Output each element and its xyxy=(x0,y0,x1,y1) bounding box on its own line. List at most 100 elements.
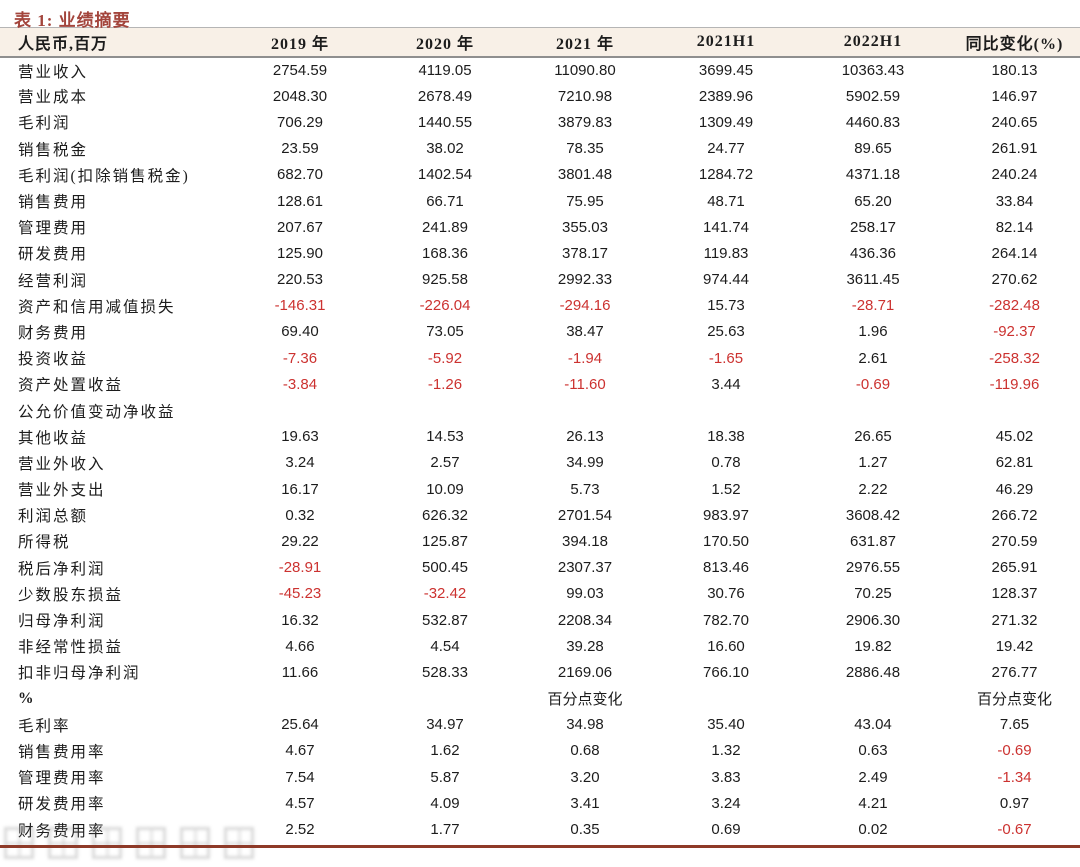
value-cell: 706.29 xyxy=(277,113,323,131)
table-row: 非经常性损益 4.66 4.54 39.28 16.60 19.82 19.42 xyxy=(0,633,1080,659)
value-cell: 258.17 xyxy=(850,218,896,236)
value-cell: 220.53 xyxy=(277,271,323,289)
value-cell: 0.63 xyxy=(858,742,888,760)
value-cell: 261.91 xyxy=(991,140,1038,158)
value-cell: 7.65 xyxy=(999,716,1030,734)
value-cell: 119.83 xyxy=(703,244,749,262)
value-cell: 78.35 xyxy=(566,140,604,158)
value-cell: -5.92 xyxy=(427,349,463,367)
value-cell: 2.49 xyxy=(858,768,888,786)
value-cell: 168.36 xyxy=(422,244,468,262)
row-label: 其他收益 xyxy=(18,429,89,447)
value-cell xyxy=(375,397,515,423)
column-header: 2021H1 xyxy=(696,33,756,50)
value-cell: 11090.80 xyxy=(554,62,616,80)
value-cell: 766.10 xyxy=(703,663,749,681)
value-cell: 1.96 xyxy=(858,323,888,341)
value-cell: 百分点变化 xyxy=(976,691,1052,709)
value-cell: 18.38 xyxy=(707,428,745,446)
table-row: 销售费用率 4.67 1.62 0.68 1.32 0.63 -0.69 xyxy=(0,738,1080,764)
value-cell xyxy=(515,397,655,423)
value-cell: 73.05 xyxy=(426,323,464,341)
value-cell: 528.33 xyxy=(422,663,468,681)
value-cell: 34.97 xyxy=(426,716,464,734)
value-cell: 百分点变化 xyxy=(547,691,623,709)
value-cell: 0.68 xyxy=(570,742,600,760)
value-cell: -45.23 xyxy=(278,585,322,603)
value-cell xyxy=(375,686,515,712)
value-cell: 10.09 xyxy=(426,480,464,498)
table-row: 扣非归母净利润 11.66 528.33 2169.06 766.10 2886.48 27… xyxy=(0,659,1080,685)
column-header: 2021 年 xyxy=(555,36,614,53)
table-row: 销售税金 23.59 38.02 78.35 24.77 89.65 261.91 xyxy=(0,136,1080,162)
value-cell: 1440.55 xyxy=(417,113,473,131)
value-cell: 3608.42 xyxy=(845,506,901,524)
value-cell: 62.81 xyxy=(995,454,1034,472)
value-cell: 1402.54 xyxy=(417,166,473,184)
bottom-border xyxy=(0,845,1080,848)
value-cell: 500.45 xyxy=(422,559,468,577)
value-cell xyxy=(949,397,1080,423)
row-label: 毛利润(扣除销售税金) xyxy=(18,167,190,185)
value-cell xyxy=(225,686,375,712)
value-cell: 170.50 xyxy=(703,532,749,550)
value-cell: 4.66 xyxy=(285,637,315,655)
value-cell: -294.16 xyxy=(559,297,611,315)
table-row: 公允价值变动净收益 xyxy=(0,397,1080,423)
row-label: 管理费用 xyxy=(18,220,89,238)
value-cell: -0.69 xyxy=(997,742,1032,760)
value-cell: 3.24 xyxy=(711,794,741,812)
value-cell: 240.65 xyxy=(991,113,1038,131)
value-cell: 125.87 xyxy=(422,532,468,550)
value-cell: 3879.83 xyxy=(557,113,613,131)
value-cell: 2169.06 xyxy=(557,663,613,681)
value-cell: -1.34 xyxy=(997,768,1032,786)
column-header: 同比变化(%) xyxy=(965,36,1064,53)
value-cell: 270.59 xyxy=(991,532,1038,550)
value-cell: 4.21 xyxy=(858,794,888,812)
value-cell: -28.71 xyxy=(851,297,895,315)
value-cell: 2.22 xyxy=(858,480,888,498)
table-row: % 百分点变化 百分点变化 xyxy=(0,686,1080,712)
value-cell: 436.36 xyxy=(850,244,896,262)
table-row: 税后净利润 -28.91 500.45 2307.37 813.46 2976.55 265… xyxy=(0,555,1080,581)
value-cell: 16.17 xyxy=(281,480,319,498)
value-cell: 2701.54 xyxy=(557,506,613,524)
value-cell: -1.26 xyxy=(427,375,463,393)
performance-summary-table: 人民币,百万 2019 年 2020 年 2021 年 2021H1 2022H1 同比变化… xyxy=(0,28,1080,843)
value-cell: 983.97 xyxy=(703,506,749,524)
value-cell: 30.76 xyxy=(707,585,745,603)
value-cell: -119.96 xyxy=(989,375,1040,393)
table-row: 营业外支出 16.17 10.09 5.73 1.52 2.22 46.29 xyxy=(0,476,1080,502)
row-label: 营业收入 xyxy=(18,63,89,81)
value-cell: 2389.96 xyxy=(698,87,754,105)
value-cell: 3.41 xyxy=(570,794,600,812)
table-row: 财务费用 69.40 73.05 38.47 25.63 1.96 -92.37 xyxy=(0,319,1080,345)
value-cell: 7210.98 xyxy=(557,87,613,105)
table-row: 资产和信用减值损失 -146.31 -226.04 -294.16 15.73 -28.7… xyxy=(0,293,1080,319)
table-row: 研发费用 125.90 168.36 378.17 119.83 436.36 264.14 xyxy=(0,240,1080,266)
value-cell: 207.67 xyxy=(277,218,323,236)
table-row: 管理费用 207.67 241.89 355.03 141.74 258.17 82.14 xyxy=(0,214,1080,240)
value-cell: 5.87 xyxy=(430,768,460,786)
value-cell: 3699.45 xyxy=(698,62,754,80)
row-label: 扣非归母净利润 xyxy=(18,665,141,683)
value-cell: 271.32 xyxy=(991,611,1038,629)
unit-header: 人民币,百万 xyxy=(18,36,109,53)
table-row: 投资收益 -7.36 -5.92 -1.94 -1.65 2.61 -258.32 xyxy=(0,345,1080,371)
value-cell: -32.42 xyxy=(423,585,467,603)
table-row: 少数股东损益 -45.23 -32.42 99.03 30.76 70.25 128.37 xyxy=(0,581,1080,607)
value-cell: 5902.59 xyxy=(845,87,901,105)
value-cell: 5.73 xyxy=(570,480,600,498)
value-cell: 2906.30 xyxy=(845,611,901,629)
value-cell: 631.87 xyxy=(850,532,896,550)
value-cell: 3.44 xyxy=(711,375,741,393)
value-cell: -28.91 xyxy=(278,559,322,577)
row-label: 营业外支出 xyxy=(18,482,106,500)
value-cell xyxy=(655,686,797,712)
value-cell: 19.63 xyxy=(281,428,319,446)
value-cell: 0.69 xyxy=(711,821,741,839)
row-label: 经营利润 xyxy=(18,272,89,290)
value-cell: 146.97 xyxy=(991,87,1038,105)
